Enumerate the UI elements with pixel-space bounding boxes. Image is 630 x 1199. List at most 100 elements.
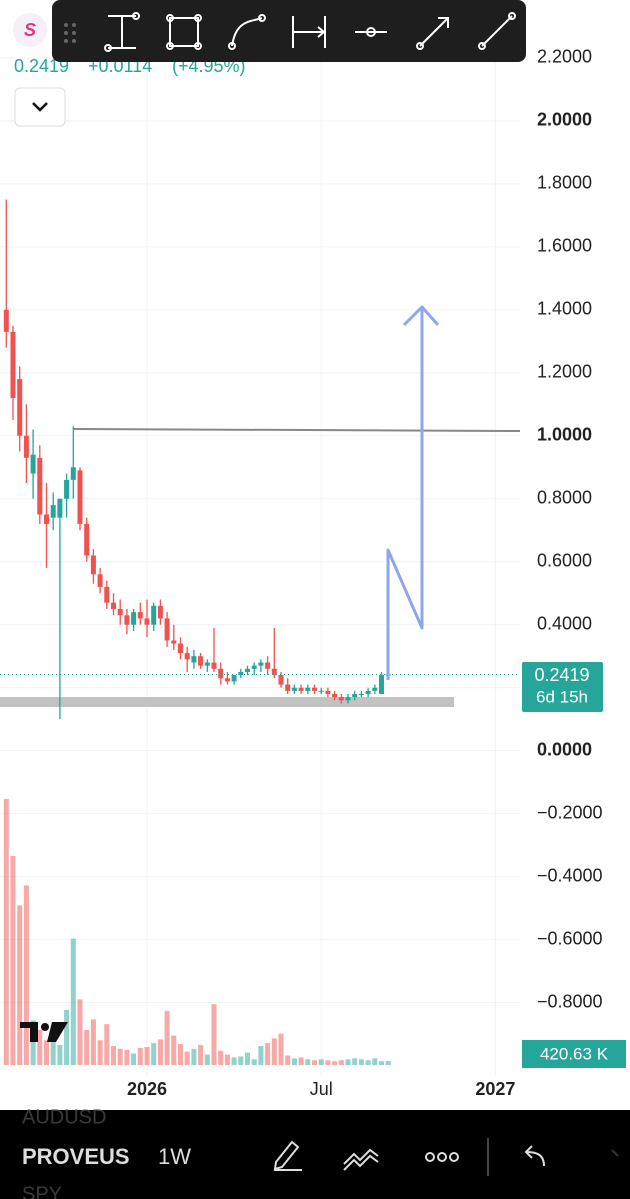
candle-body xyxy=(177,643,184,654)
volume-bar xyxy=(164,1010,170,1065)
candle-body xyxy=(110,602,117,609)
volume-bar xyxy=(265,1043,271,1065)
volume-bar xyxy=(332,1061,338,1065)
candle-body xyxy=(244,668,251,672)
tool-date-range[interactable] xyxy=(292,16,326,48)
volume-bar xyxy=(291,1058,297,1065)
candle-body xyxy=(171,640,177,644)
candle-body xyxy=(372,687,378,691)
y-tick-label: 1.2000 xyxy=(537,362,592,382)
candle-body xyxy=(251,665,257,669)
volume-bar xyxy=(191,1048,197,1065)
volume-bar xyxy=(218,1050,224,1065)
candle-body xyxy=(218,668,224,679)
volume-bar xyxy=(271,1038,277,1065)
volume-bar xyxy=(244,1052,251,1065)
volume-bar xyxy=(352,1058,358,1065)
tool-price-range[interactable] xyxy=(104,12,140,52)
candle-body xyxy=(23,435,29,458)
indicators-button[interactable] xyxy=(343,1148,379,1171)
volume-bar xyxy=(117,1048,123,1065)
volume-bar xyxy=(204,1054,210,1065)
candle-body xyxy=(17,379,23,436)
drawn-zone[interactable] xyxy=(0,697,454,707)
y-tick-label: 1.0000 xyxy=(537,425,592,445)
tool-trend-line[interactable] xyxy=(478,12,516,50)
volume-bar xyxy=(131,1053,137,1065)
volume-bar xyxy=(43,1040,50,1065)
y-tick-label: −0.8000 xyxy=(537,991,603,1011)
candle-body xyxy=(57,498,63,518)
volume-bar xyxy=(231,1057,237,1065)
volume-bar xyxy=(3,799,9,1065)
volume-bar xyxy=(104,1024,110,1065)
volume-bar xyxy=(157,1039,163,1065)
candle-body xyxy=(10,331,16,399)
candle-body xyxy=(298,687,304,691)
y-tick-label: −0.6000 xyxy=(537,928,603,948)
tool-rectangle[interactable] xyxy=(166,14,202,50)
candle-body xyxy=(231,675,237,682)
drawn-arrow[interactable] xyxy=(386,305,440,680)
y-tick-label: 0.6000 xyxy=(537,550,592,570)
candle-body xyxy=(30,454,36,474)
candle-body xyxy=(265,662,271,669)
volume-bar xyxy=(198,1045,204,1065)
volume-bar xyxy=(358,1059,364,1065)
volume-bar xyxy=(90,1019,96,1065)
volume-bar xyxy=(57,1045,63,1065)
tool-arrow[interactable] xyxy=(416,17,449,50)
volume-bar xyxy=(124,1049,130,1065)
volume-bar xyxy=(144,1046,150,1065)
more-button[interactable] xyxy=(425,1152,459,1162)
grid xyxy=(0,0,520,1075)
prev-symbol[interactable]: AUDUSD xyxy=(22,1106,106,1128)
tool-path[interactable] xyxy=(228,14,266,50)
volume-bar xyxy=(385,1061,391,1065)
candle-body xyxy=(37,457,43,515)
volume-bar xyxy=(23,885,29,1065)
volume-bar xyxy=(151,1043,157,1065)
undo-button[interactable] xyxy=(524,1145,545,1167)
volume-pane xyxy=(3,799,391,1065)
symbol[interactable]: PROVEUS xyxy=(22,1144,130,1169)
symbol-logo[interactable] xyxy=(13,13,47,47)
x-tick-label: Jul xyxy=(310,1079,333,1099)
next-symbol[interactable]: SPY xyxy=(22,1183,62,1199)
candle-body xyxy=(90,555,96,575)
candle-body xyxy=(358,693,364,695)
interval[interactable]: 1W xyxy=(158,1144,191,1169)
volume-bar xyxy=(345,1059,351,1065)
volume-bar xyxy=(77,999,83,1065)
candle-body xyxy=(3,309,9,332)
candle-body xyxy=(157,605,163,619)
draw-button[interactable] xyxy=(273,1140,302,1171)
header-price: 0.2419 xyxy=(14,56,69,76)
volume-bar xyxy=(325,1060,331,1065)
collapse-button[interactable] xyxy=(14,87,66,127)
candle-body xyxy=(278,675,284,685)
redo-button[interactable] xyxy=(611,1149,619,1157)
candle-body xyxy=(211,662,217,669)
volume-bar xyxy=(184,1051,190,1065)
candle-body xyxy=(291,687,297,691)
volume-bar xyxy=(365,1060,371,1065)
tool-horizontal-ray[interactable] xyxy=(355,27,387,37)
volume-bar xyxy=(258,1046,264,1065)
candle-body xyxy=(198,656,204,666)
price-axis: 2.2000 2.0000 1.8000 1.6000 1.4000 1.2000 1.00… xyxy=(127,47,603,1099)
volume-box xyxy=(522,1040,626,1068)
candle-body xyxy=(204,662,210,666)
candle-body xyxy=(124,615,130,625)
candle-body xyxy=(117,608,123,616)
candle-body xyxy=(325,690,331,694)
drawn-level-line[interactable] xyxy=(72,428,521,432)
candle-body xyxy=(144,618,150,625)
y-tick-label: −0.2000 xyxy=(537,802,603,822)
y-tick-label: 1.6000 xyxy=(537,236,592,256)
x-tick-label: 2026 xyxy=(127,1079,167,1099)
candle-body xyxy=(131,612,137,625)
candles xyxy=(0,199,520,720)
